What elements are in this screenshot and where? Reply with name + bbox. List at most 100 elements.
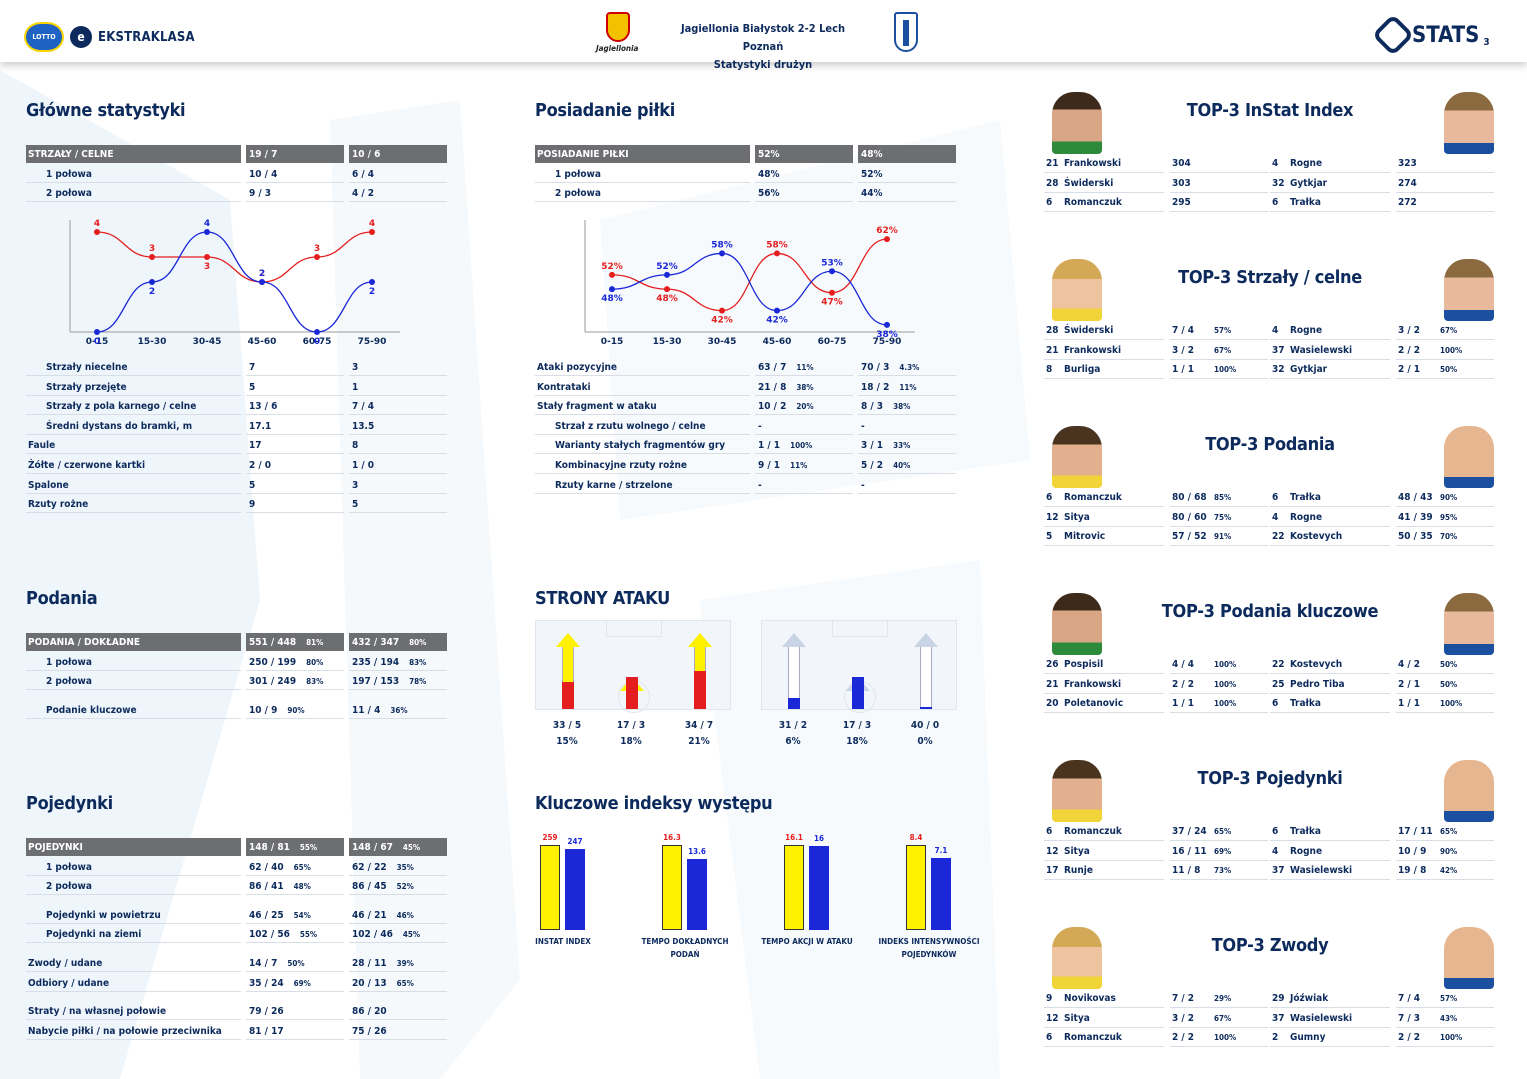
- player-pct: 65%: [1440, 827, 1458, 836]
- data-label: 2: [149, 287, 155, 297]
- home-pct: 83%: [306, 677, 324, 687]
- away-value-text: -: [861, 479, 865, 491]
- row-label: Rzuty karne / strzelone: [535, 476, 750, 494]
- top3-title: TOP-3 InStat Index: [1186, 100, 1354, 121]
- player-pct: 57%: [1214, 326, 1232, 335]
- row-underline-right: [1170, 1029, 1268, 1048]
- home-value: 17.1: [246, 417, 344, 435]
- player-number: 37: [1272, 344, 1285, 356]
- away-value-text: 48%: [861, 149, 883, 160]
- home-value-text: 17.1: [249, 420, 272, 432]
- home-value: 13 / 6: [246, 397, 344, 416]
- away-pct: 40%: [893, 460, 911, 470]
- away-value-text: 4 / 2: [352, 188, 375, 200]
- away-value: 5: [349, 495, 447, 514]
- attack-side-pct: 18%: [846, 736, 868, 747]
- home-value: 56%: [755, 184, 853, 203]
- away-value: 148 / 67 45%: [349, 838, 447, 856]
- row-underline-right: [1396, 676, 1494, 694]
- player-number: 12: [1046, 511, 1059, 523]
- row-label: Faule: [26, 436, 241, 455]
- home-value-text: 17: [249, 440, 262, 452]
- x-tick-label: 45-60: [248, 337, 277, 347]
- home-value: 9 / 1 11%: [755, 456, 853, 474]
- row-label: Nabycie piłki / na połowie przeciwnika: [26, 1022, 241, 1040]
- player-name: Romanczuk: [1064, 1032, 1122, 1044]
- row-underline-left: [1044, 1029, 1164, 1048]
- player-value: 2 / 1: [1398, 678, 1421, 690]
- penalty-box: [606, 621, 662, 637]
- top3-row: 5 Mitrovic 57 / 52 91%: [1044, 528, 1268, 547]
- player-value: 41 / 39: [1398, 511, 1433, 523]
- away-bar: [687, 859, 707, 930]
- away-value: 86 / 20: [349, 1002, 447, 1021]
- top3-row: 25 Pedro Tiba 2 / 1 50%: [1270, 676, 1494, 694]
- data-point: [149, 279, 155, 285]
- player-name: Gytkjar: [1290, 177, 1328, 189]
- home-value: 5: [246, 378, 344, 396]
- row-underline-left: [1270, 656, 1390, 674]
- data-label: 48%: [601, 294, 623, 304]
- player-value: 304: [1172, 158, 1191, 169]
- posiadanie-title: Posiadanie piłki: [535, 100, 675, 121]
- away-pct: 39%: [396, 958, 414, 968]
- player-number: 6: [1272, 826, 1279, 837]
- data-label: 53%: [821, 258, 843, 268]
- player-number: 22: [1272, 531, 1285, 543]
- away-pct: 38%: [893, 402, 911, 412]
- home-value-text: 9 / 1: [758, 459, 781, 471]
- top3-title: TOP-3 Podania kluczowe: [1161, 601, 1379, 622]
- home-value: 19 / 7: [246, 145, 344, 163]
- home-value: 1 / 1 100%: [755, 436, 853, 455]
- series-line: [96, 231, 373, 333]
- home-value-text: -: [758, 420, 762, 432]
- player-number: 21: [1046, 158, 1059, 169]
- home-pct: 55%: [299, 930, 318, 940]
- player-value: 1 / 1: [1172, 698, 1195, 710]
- top3-row: 6 Trałka 17 / 11 65%: [1270, 823, 1494, 841]
- away-value-text: 46 / 21: [352, 909, 387, 921]
- home-player-photo: [1052, 92, 1102, 154]
- away-player-photo: [1444, 259, 1494, 321]
- x-tick-label: 15-30: [653, 337, 682, 347]
- away-value: 44%: [858, 184, 956, 203]
- row-underline-right: [1170, 990, 1268, 1008]
- away-value-text: 8: [352, 440, 359, 452]
- top3-row: 12 Sitya 16 / 11 69%: [1044, 843, 1268, 861]
- row-underline-right: [1396, 361, 1494, 380]
- row-underline-left: [1044, 361, 1164, 380]
- row-underline-left: [1044, 489, 1164, 507]
- fill-bar: [920, 707, 932, 709]
- row-underline-right: [1170, 656, 1268, 674]
- home-bar: [784, 845, 804, 930]
- away-player-photo: [1444, 92, 1494, 154]
- home-pct: 48%: [293, 882, 311, 892]
- home-pct: 55%: [299, 843, 318, 852]
- player-pct: 75%: [1214, 512, 1232, 522]
- arrow-head: [556, 633, 580, 647]
- away-player-photo: [1444, 760, 1494, 822]
- row-label: Warianty stałych fragmentów gry: [535, 436, 750, 455]
- home-value: 102 / 56 55%: [246, 925, 344, 944]
- row-underline-right: [1170, 695, 1268, 714]
- player-number: 21: [1046, 678, 1059, 690]
- data-point: [884, 236, 890, 243]
- player-value: 274: [1398, 177, 1417, 189]
- player-name: Runje: [1064, 865, 1093, 877]
- player-number: 32: [1272, 177, 1285, 189]
- player-name: Jóźwiak: [1290, 993, 1329, 1004]
- player-pct: 43%: [1440, 1013, 1458, 1023]
- away-value-text: 28 / 11: [352, 957, 387, 969]
- data-point: [609, 286, 615, 293]
- away-value: 6 / 4: [349, 165, 447, 183]
- player-value: 2 / 2: [1398, 1032, 1421, 1044]
- home-pct: 54%: [293, 910, 311, 920]
- player-name: Frankowski: [1064, 158, 1122, 169]
- player-value: 11 / 8: [1172, 865, 1201, 877]
- row-underline-left: [1044, 322, 1164, 340]
- player-value: 7 / 3: [1398, 1012, 1421, 1024]
- x-tick-label: 30-45: [708, 337, 737, 347]
- strony-title: STRONY ATAKU: [535, 588, 670, 609]
- key-indices-chart: 259 247 INSTAT INDEX 16.3 13.6 TEMPO DOKŁADNY…: [520, 825, 990, 965]
- row-underline-right: [1396, 509, 1494, 527]
